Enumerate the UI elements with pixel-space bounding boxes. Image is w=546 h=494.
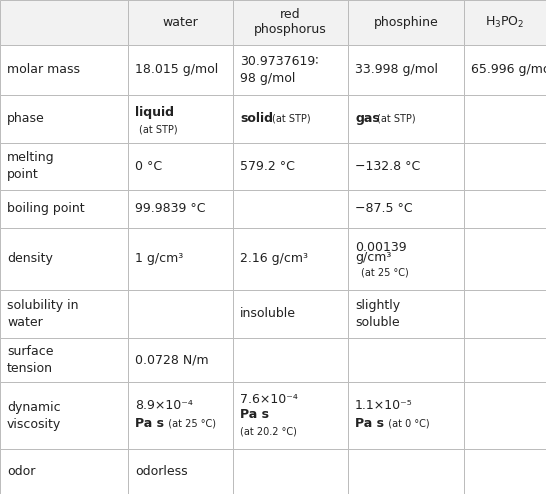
Text: density: density xyxy=(7,252,53,265)
Bar xyxy=(464,289,546,337)
Text: 0 °C: 0 °C xyxy=(135,160,162,173)
Bar xyxy=(233,44,348,94)
Bar xyxy=(128,382,233,450)
Bar xyxy=(464,0,546,44)
Bar xyxy=(0,228,128,289)
Bar xyxy=(348,0,464,44)
Text: 8.9×10⁻⁴: 8.9×10⁻⁴ xyxy=(135,399,193,412)
Bar xyxy=(348,450,464,494)
Bar xyxy=(464,44,546,94)
Text: slightly
soluble: slightly soluble xyxy=(355,298,400,329)
Text: (at STP): (at STP) xyxy=(377,114,416,124)
Text: 0.0728 N/m: 0.0728 N/m xyxy=(135,354,209,367)
Bar xyxy=(0,289,128,337)
Text: boiling point: boiling point xyxy=(7,202,85,215)
Bar xyxy=(233,143,348,190)
Text: 1 g/cm³: 1 g/cm³ xyxy=(135,252,183,265)
Bar xyxy=(233,228,348,289)
Text: insoluble: insoluble xyxy=(240,307,296,320)
Text: surface
tension: surface tension xyxy=(7,345,54,375)
Bar xyxy=(348,337,464,382)
Text: 33.998 g/mol: 33.998 g/mol xyxy=(355,63,438,76)
Bar xyxy=(348,289,464,337)
Text: liquid: liquid xyxy=(135,106,174,119)
Bar xyxy=(128,143,233,190)
Bar xyxy=(0,44,128,94)
Text: 7.6×10⁻⁴: 7.6×10⁻⁴ xyxy=(240,393,298,406)
Text: (at STP): (at STP) xyxy=(139,124,177,134)
Text: 2.16 g/cm³: 2.16 g/cm³ xyxy=(240,252,308,265)
Bar xyxy=(128,0,233,44)
Text: dynamic
viscosity: dynamic viscosity xyxy=(7,401,61,431)
Bar xyxy=(0,382,128,450)
Bar xyxy=(464,382,546,450)
Bar xyxy=(128,190,233,228)
Bar xyxy=(128,44,233,94)
Text: solid: solid xyxy=(240,112,273,125)
Text: (at STP): (at STP) xyxy=(272,114,311,124)
Bar xyxy=(464,228,546,289)
Text: 30.9737619∶
98 g/mol: 30.9737619∶ 98 g/mol xyxy=(240,55,318,84)
Text: water: water xyxy=(163,16,198,29)
Text: 65.996 g/mol: 65.996 g/mol xyxy=(471,63,546,76)
Text: Pa s: Pa s xyxy=(355,417,384,430)
Bar xyxy=(348,143,464,190)
Bar xyxy=(0,337,128,382)
Bar xyxy=(348,228,464,289)
Bar xyxy=(0,190,128,228)
Text: 18.015 g/mol: 18.015 g/mol xyxy=(135,63,218,76)
Text: Pa s: Pa s xyxy=(240,408,269,421)
Bar xyxy=(464,190,546,228)
Text: g/cm³: g/cm³ xyxy=(355,251,391,264)
Bar xyxy=(128,337,233,382)
Bar xyxy=(464,143,546,190)
Bar xyxy=(0,0,128,44)
Text: (at 25 °C): (at 25 °C) xyxy=(361,267,409,277)
Text: phase: phase xyxy=(7,112,45,125)
Bar xyxy=(128,289,233,337)
Text: (at 0 °C): (at 0 °C) xyxy=(382,419,430,429)
Text: molar mass: molar mass xyxy=(7,63,80,76)
Bar xyxy=(233,337,348,382)
Text: H$_3$PO$_2$: H$_3$PO$_2$ xyxy=(485,15,525,30)
Text: 579.2 °C: 579.2 °C xyxy=(240,160,295,173)
Bar xyxy=(233,289,348,337)
Bar xyxy=(233,0,348,44)
Text: solubility in
water: solubility in water xyxy=(7,298,79,329)
Text: (at 20.2 °C): (at 20.2 °C) xyxy=(240,427,297,437)
Text: 99.9839 °C: 99.9839 °C xyxy=(135,202,205,215)
Bar xyxy=(464,450,546,494)
Bar xyxy=(0,450,128,494)
Text: 0.00139: 0.00139 xyxy=(355,241,407,254)
Text: melting
point: melting point xyxy=(7,151,55,181)
Bar xyxy=(0,143,128,190)
Bar xyxy=(464,94,546,143)
Text: odorless: odorless xyxy=(135,465,188,478)
Bar xyxy=(233,190,348,228)
Bar xyxy=(233,382,348,450)
Bar xyxy=(348,44,464,94)
Text: −132.8 °C: −132.8 °C xyxy=(355,160,420,173)
Bar xyxy=(233,94,348,143)
Bar xyxy=(233,450,348,494)
Text: Pa s: Pa s xyxy=(135,417,164,430)
Bar xyxy=(0,94,128,143)
Bar xyxy=(348,190,464,228)
Bar xyxy=(128,228,233,289)
Text: odor: odor xyxy=(7,465,35,478)
Text: red
phosphorus: red phosphorus xyxy=(254,8,327,37)
Text: −87.5 °C: −87.5 °C xyxy=(355,202,413,215)
Bar xyxy=(464,337,546,382)
Text: phosphine: phosphine xyxy=(373,16,438,29)
Bar xyxy=(128,450,233,494)
Text: (at 25 °C): (at 25 °C) xyxy=(162,419,216,429)
Text: gas: gas xyxy=(355,112,380,125)
Bar xyxy=(348,382,464,450)
Text: 1.1×10⁻⁵: 1.1×10⁻⁵ xyxy=(355,399,413,412)
Bar xyxy=(128,94,233,143)
Bar xyxy=(348,94,464,143)
